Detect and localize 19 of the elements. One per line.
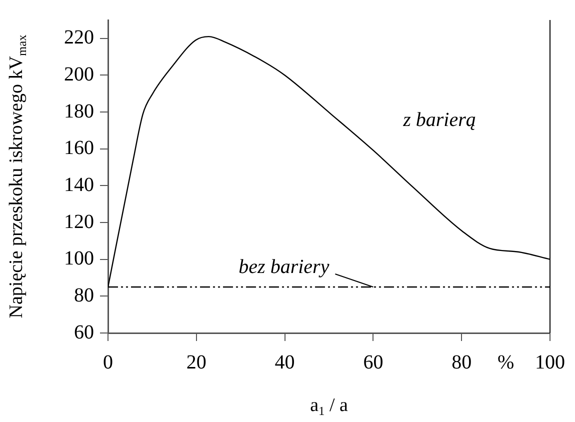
annotation: bez bariery (238, 256, 330, 278)
y-tick-label: 200 (64, 63, 94, 86)
y-tick-label: 220 (64, 26, 94, 49)
x-tick-label: 100 (535, 351, 565, 374)
y-tick-label: 120 (64, 210, 94, 233)
y-tick-label: 60 (74, 321, 94, 344)
x-tick-label: 80 (452, 351, 472, 374)
x-tick-label: 40 (274, 351, 295, 374)
x-tick-label: 20 (186, 351, 206, 374)
y-axis-title: Napięcie przeskoku iskrowego kVmax (6, 34, 29, 318)
x-tick-label: 0 (103, 351, 113, 374)
y-tick-label: 80 (74, 284, 94, 306)
x-tick-label: % (497, 351, 514, 374)
x-tick-label: 60 (363, 351, 384, 374)
y-tick-label: 100 (64, 248, 94, 270)
series-label: z barierą (402, 109, 476, 132)
y-tick-label: 180 (64, 100, 94, 122)
y-tick-label: 160 (64, 137, 94, 160)
y-tick-label: 140 (64, 174, 94, 196)
